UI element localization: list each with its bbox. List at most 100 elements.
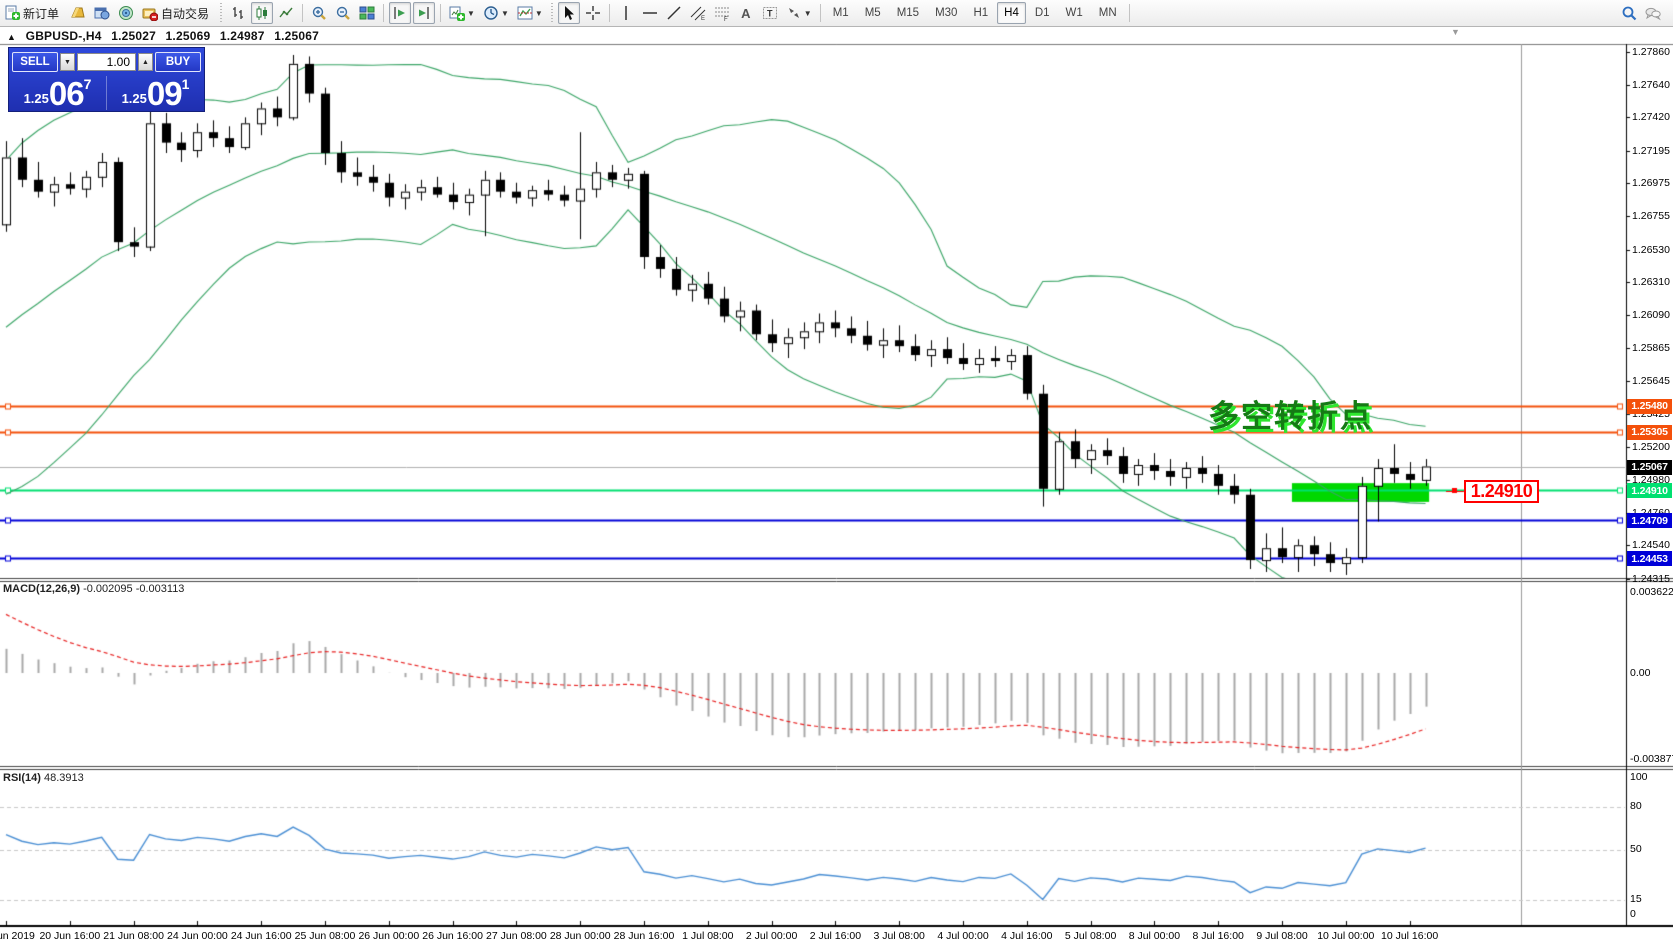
chart-shift-marker-icon[interactable]: ▼ <box>1451 27 1460 37</box>
time-axis-label: 21 Jun 08:00 <box>103 930 164 942</box>
toolbar-grip[interactable] <box>550 3 553 23</box>
label-tool-button[interactable]: T <box>759 2 781 24</box>
macd-value: -0.002095 <box>83 583 133 595</box>
price-level-badge: 1.25305 <box>1627 424 1672 440</box>
rsi-name: RSI(14) <box>3 772 41 784</box>
cursor-tool-button[interactable] <box>557 2 580 24</box>
buy-button[interactable]: BUY <box>155 52 201 72</box>
vertical-line-tool-button[interactable] <box>615 2 637 24</box>
ohlc-high: 1.25069 <box>165 29 211 43</box>
toolbar-grip[interactable] <box>220 3 223 23</box>
price-axis-tick-label: 1.24980 <box>1632 473 1670 486</box>
time-axis-label: 10 Jul 16:00 <box>1380 930 1439 942</box>
price-axis-tick-label: 1.26310 <box>1632 276 1670 289</box>
sell-button[interactable]: SELL <box>12 52 58 72</box>
price-axis-tick-label: 1.25865 <box>1632 342 1670 355</box>
timeframe-button-m30[interactable]: M30 <box>935 7 958 19</box>
buy-price-display[interactable]: 1.25 09 1 <box>107 74 204 112</box>
line-chart-type-button[interactable] <box>275 2 297 24</box>
buy-price-pip-digit: 1 <box>181 76 190 92</box>
autotrading-icon <box>142 8 159 21</box>
macd-indicator-label: MACD(12,26,9) -0.002095 -0.003113 <box>3 583 184 595</box>
chart-annotation-text[interactable]: 多空转折点 <box>1208 399 1373 434</box>
timeframe-button-m1[interactable]: M1 <box>832 7 849 19</box>
price-level-badge: 1.24453 <box>1627 551 1672 567</box>
zoom-out-button[interactable] <box>332 2 354 24</box>
macd-axis-label: 0.003622 <box>1630 585 1673 598</box>
profiles-button[interactable] <box>67 2 89 24</box>
bar-chart-type-button[interactable] <box>227 2 249 24</box>
zoom-in-button[interactable] <box>308 2 330 24</box>
text-tool-button[interactable]: A <box>735 2 757 24</box>
equidistant-channel-icon: E <box>690 6 706 21</box>
new-order-button[interactable]: 新订单 <box>1 2 65 24</box>
auto-scroll-button[interactable] <box>389 2 412 24</box>
rsi-axis-label: 50 <box>1630 843 1642 855</box>
trendline-icon <box>667 6 681 20</box>
ohlc-low: 1.24987 <box>219 29 265 43</box>
search-button[interactable] <box>1618 2 1640 24</box>
time-axis-label: 28 Jun 00:00 <box>549 930 611 942</box>
toolbar-separator <box>440 4 442 22</box>
new-chart-button[interactable]: ▼ <box>446 2 478 24</box>
indicators-caret[interactable]: ▼ <box>534 8 543 18</box>
navigator-button[interactable] <box>115 2 137 24</box>
auto-scroll-icon <box>394 7 406 19</box>
price-axis-tick-label: 1.27420 <box>1632 111 1670 124</box>
price-axis-tick-label: 1.27640 <box>1632 78 1670 91</box>
time-axis-label: 28 Jun 16:00 <box>613 930 675 942</box>
timeframe-button-h4[interactable]: H4 <box>997 2 1026 24</box>
market-watch-button[interactable] <box>91 2 113 24</box>
time-axis-label: 24 Jun 00:00 <box>167 930 228 942</box>
crosshair-icon <box>585 6 600 20</box>
collapse-triangle-icon[interactable]: ▲ <box>7 32 17 42</box>
timeframe-button-d1[interactable]: D1 <box>1034 7 1050 19</box>
timeframe-button-m15[interactable]: M15 <box>896 7 920 19</box>
timeframe-button-h1[interactable]: H1 <box>973 7 989 19</box>
sell-price-display[interactable]: 1.25 06 7 <box>9 74 106 112</box>
time-axis-label: 4 Jul 00:00 <box>937 930 989 942</box>
bar-chart-icon <box>233 7 244 19</box>
periods-button[interactable]: ▼ <box>480 2 512 24</box>
time-axis-label: 8 Jul 00:00 <box>1128 930 1181 942</box>
toolbar-separator <box>302 4 304 22</box>
price-callout-label[interactable]: 1.24910 <box>1464 480 1539 503</box>
horizontal-line-icon <box>642 12 657 14</box>
candle-chart-type-button[interactable] <box>251 2 274 24</box>
toolbar-separator <box>819 4 821 22</box>
chat-button[interactable] <box>1642 2 1664 24</box>
text-tool-icon: A <box>741 5 751 21</box>
volume-decrease-button[interactable]: ▼ <box>60 53 75 71</box>
periods-caret[interactable]: ▼ <box>500 8 509 18</box>
horizontal-line-tool-button[interactable] <box>639 2 661 24</box>
autotrading-label: 自动交易 <box>161 6 210 21</box>
trendline-tool-button[interactable] <box>663 2 685 24</box>
channel-tool-button[interactable]: E <box>687 2 709 24</box>
arrows-caret[interactable]: ▼ <box>803 8 812 18</box>
timeframe-button-mn[interactable]: MN <box>1098 7 1117 19</box>
volume-increase-button[interactable]: ▲ <box>138 53 153 71</box>
fibonacci-tool-button[interactable]: F <box>711 2 733 24</box>
symbol-ohlc-header[interactable]: ▲ GBPUSD-,H4 1.25027 1.25069 1.24987 1.2… <box>7 29 325 43</box>
indicators-button[interactable]: ▼ <box>514 2 546 24</box>
tile-windows-button[interactable] <box>356 2 378 24</box>
chart-shift-button[interactable] <box>413 2 436 24</box>
time-axis-label: 1 Jul 08:00 <box>682 930 734 942</box>
sell-price-base: 1.25 <box>23 91 49 106</box>
price-axis-tick-label: 1.25645 <box>1632 375 1670 388</box>
toolbar-separator <box>1128 4 1130 22</box>
main-toolbar: 新订单 自动交易 <box>0 0 1673 27</box>
autotrading-button[interactable]: 自动交易 <box>139 2 215 24</box>
arrows-tool-button[interactable]: ▼ <box>783 2 815 24</box>
new-order-icon <box>5 5 20 20</box>
timeframe-button-m5[interactable]: M5 <box>864 7 881 19</box>
new-chart-caret[interactable]: ▼ <box>467 8 475 18</box>
timeframe-button-w1[interactable]: W1 <box>1065 7 1083 19</box>
crosshair-tool-button[interactable] <box>582 2 604 24</box>
volume-input[interactable]: 1.00 <box>77 53 136 71</box>
price-axis-tick-label: 1.26755 <box>1632 210 1670 223</box>
ohlc-open: 1.25027 <box>111 29 156 43</box>
time-axis-label: 4 Jul 16:00 <box>1001 930 1053 942</box>
macd-axis-label: 0.00 <box>1630 667 1651 679</box>
